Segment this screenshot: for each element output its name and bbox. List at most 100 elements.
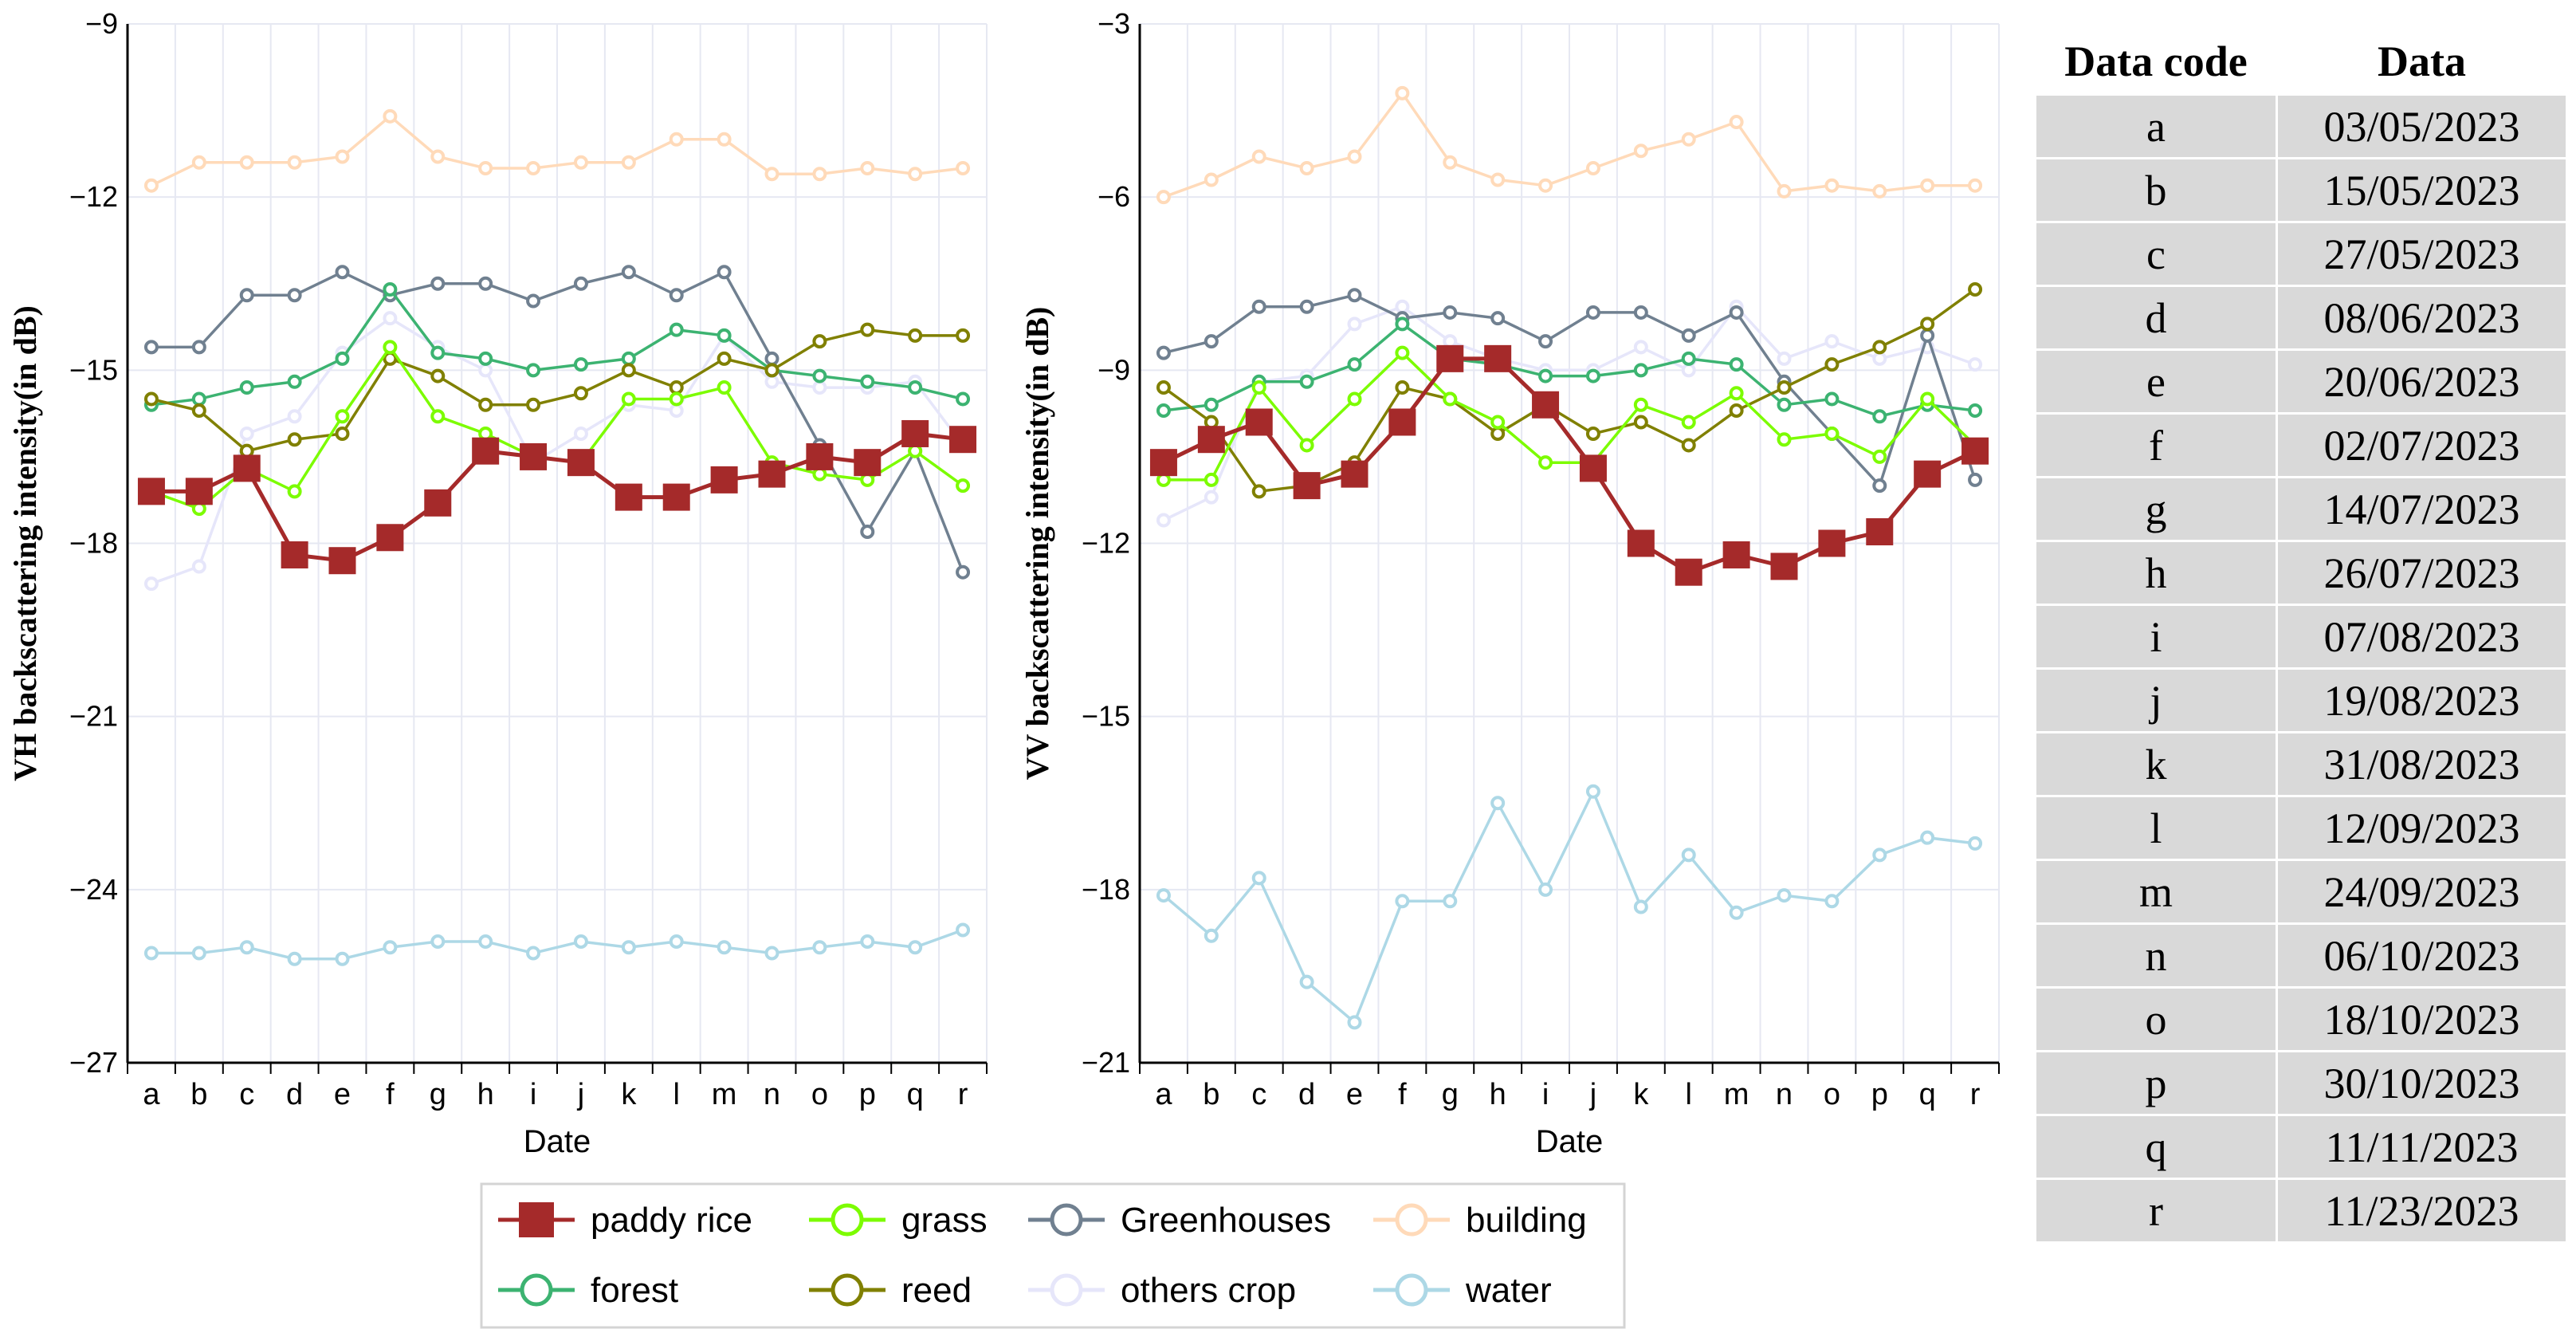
legend-swatch-marker [1395, 1203, 1428, 1237]
data-point [669, 380, 684, 395]
legend-item-paddy-rice: paddy rice [498, 1201, 752, 1240]
data-date-cell: 08/06/2023 [2276, 285, 2568, 351]
data-point [1633, 340, 1648, 355]
data-point [1824, 391, 1840, 407]
data-point [1395, 380, 1410, 395]
data-code-cell: p [2034, 1050, 2278, 1116]
data-point [1388, 408, 1416, 436]
vh-chart: −27 −24 −21 −18 −15 −12 −9 a b c d e f g h i j k l m n o p q r Da… [7, 7, 988, 1159]
legend-swatch-marker [1050, 1203, 1083, 1237]
data-date-cell: 31/08/2023 [2276, 731, 2568, 797]
data-point [1490, 796, 1506, 811]
data-date-cell: 06/10/2023 [2276, 922, 2568, 989]
data-point [1347, 1015, 1362, 1030]
data-point [1777, 380, 1792, 395]
data-point [526, 946, 541, 961]
data-point [764, 363, 779, 378]
data-point [573, 276, 588, 291]
data-point [1729, 403, 1744, 419]
data-point [287, 409, 302, 424]
data-point [1585, 368, 1600, 383]
data-point [1532, 391, 1560, 419]
data-point [281, 541, 308, 568]
data-point [621, 155, 636, 170]
data-point [1585, 426, 1600, 441]
y-tick-label: −6 [1098, 180, 1130, 213]
y-tick-label: −12 [69, 180, 118, 213]
y-tick-label: −12 [1082, 527, 1130, 560]
data-point [1777, 432, 1792, 447]
data-point [1824, 178, 1840, 193]
data-date-cell: 18/10/2023 [2276, 986, 2568, 1052]
data-point [1347, 317, 1362, 332]
series-water [1156, 784, 1983, 1030]
x-tick-label: p [1871, 1078, 1888, 1111]
data-date-cell: 11/23/2023 [2276, 1178, 2568, 1244]
table-header-row: Data code Data [2034, 27, 2568, 96]
data-point [669, 391, 684, 407]
table-row: i 07/08/2023 [2034, 604, 2568, 670]
data-point [901, 419, 929, 447]
table-row: r 11/23/2023 [2034, 1178, 2568, 1244]
data-point [669, 322, 684, 337]
series-forest [1156, 317, 1983, 424]
series-building [1156, 85, 1983, 205]
data-point [1490, 172, 1506, 187]
data-point [1579, 454, 1607, 482]
data-point [526, 160, 541, 175]
data-point [908, 328, 923, 343]
data-point [860, 160, 875, 175]
data-date-cell: 19/08/2023 [2276, 667, 2568, 733]
x-tick-label: h [1490, 1078, 1506, 1111]
data-point [1968, 472, 1983, 487]
data-point [1245, 408, 1273, 436]
data-point [1490, 415, 1506, 430]
data-date-cell: 02/07/2023 [2276, 412, 2568, 478]
y-tick-label: −3 [1098, 7, 1130, 40]
data-point [1920, 391, 1935, 407]
data-point [143, 340, 159, 355]
data-point [1968, 357, 1983, 372]
data-point [233, 454, 261, 482]
data-point [287, 288, 302, 303]
data-point [1538, 455, 1553, 470]
data-point [430, 276, 446, 291]
data-point [526, 363, 541, 378]
data-date-cell: 24/09/2023 [2276, 859, 2568, 925]
data-point [191, 559, 206, 574]
data-point [1824, 894, 1840, 909]
y-tick-label: −15 [69, 353, 118, 386]
data-point [287, 484, 302, 499]
legend-label: building [1466, 1201, 1587, 1240]
data-point [383, 108, 398, 124]
vv-chart: −21 −18 −15 −12 −9 −6 −3 a b c d e f g h i j k l m n o p q r Date… [1019, 7, 2000, 1159]
x-tick-label: a [1155, 1078, 1172, 1111]
data-point [239, 155, 254, 170]
legend-label: forest [591, 1271, 678, 1310]
data-point [191, 155, 206, 170]
y-axis-title: VV backscattering intensity(in dB) [1019, 307, 1055, 781]
legend-swatch-marker [519, 1202, 554, 1237]
data-point [1920, 317, 1935, 332]
data-point [1866, 518, 1894, 546]
data-point [1156, 380, 1171, 395]
data-point [1633, 415, 1648, 430]
x-tick-label: d [286, 1078, 303, 1111]
legend-swatch-marker [1395, 1273, 1428, 1307]
x-tick-label: e [1346, 1078, 1363, 1111]
data-point [1156, 345, 1171, 360]
data-point [812, 167, 827, 182]
data-point [239, 288, 254, 303]
table-row: j 19/08/2023 [2034, 667, 2568, 733]
date-code-table: Data code Data a 03/05/2023 b 15/05/2023 c 27… [2034, 27, 2568, 1244]
data-point [1681, 438, 1696, 453]
data-point [1443, 391, 1458, 407]
table-row: d 08/06/2023 [2034, 285, 2568, 351]
data-point [287, 432, 302, 447]
data-point [1347, 288, 1362, 303]
data-point [430, 368, 446, 383]
data-point [1251, 149, 1266, 164]
data-date-cell: 30/10/2023 [2276, 1050, 2568, 1116]
x-tick-label: p [859, 1078, 876, 1111]
data-point [621, 391, 636, 407]
